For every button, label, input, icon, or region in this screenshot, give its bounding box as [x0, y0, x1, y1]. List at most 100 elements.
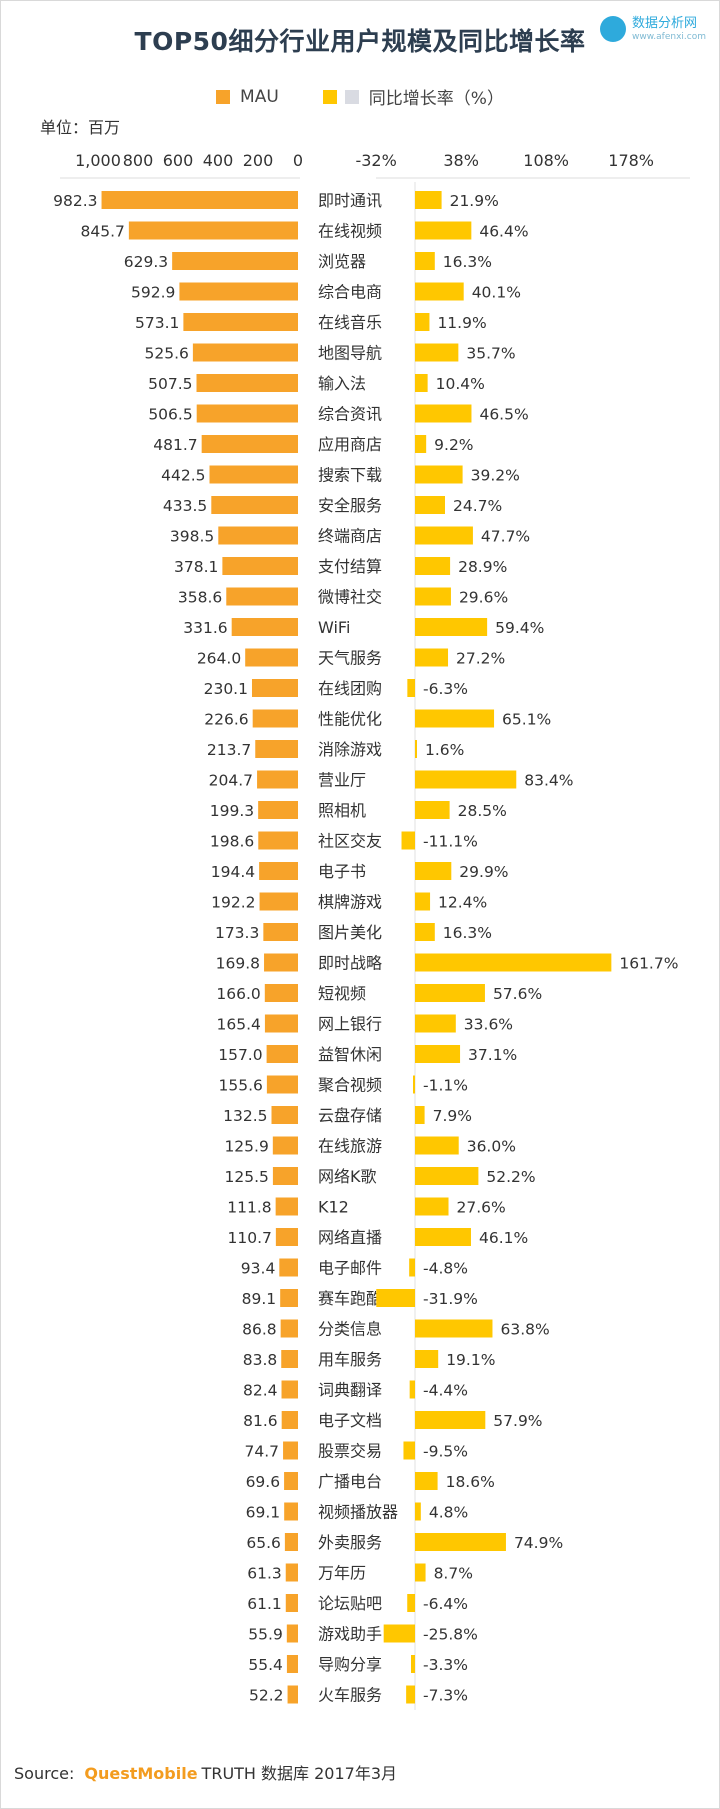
- mau-bar: [281, 1350, 298, 1368]
- mau-value-label: 69.1: [246, 1504, 281, 1522]
- mau-value-label: 81.6: [243, 1412, 278, 1430]
- mau-bar: [283, 1441, 298, 1460]
- growth-bar: [407, 1594, 415, 1612]
- legend-swatch-mau: [216, 89, 231, 104]
- growth-value-label: -9.5%: [423, 1443, 468, 1461]
- mau-bar: [281, 1411, 298, 1429]
- mau-value-label: 155.6: [219, 1077, 263, 1095]
- mau-bar: [252, 709, 298, 728]
- growth-bar: [415, 740, 417, 758]
- category-label: 应用商店: [318, 435, 382, 454]
- mau-bar: [280, 1289, 298, 1307]
- mau-bar: [286, 1655, 298, 1673]
- growth-value-label: 47.7%: [481, 528, 530, 546]
- watermark-name: 数据分析网: [632, 15, 698, 31]
- category-label: 分类信息: [318, 1320, 382, 1339]
- mau-bar: [257, 770, 298, 789]
- mau-value-label: 61.1: [247, 1595, 282, 1613]
- mau-bar: [264, 953, 298, 972]
- growth-bar: [403, 1441, 415, 1460]
- growth-bar: [415, 1472, 438, 1490]
- legend-label-mau: MAU: [240, 86, 279, 107]
- mau-value-label: 481.7: [153, 436, 197, 454]
- mau-bar: [287, 1685, 298, 1704]
- left-axis-tick: 600: [163, 151, 194, 170]
- growth-value-label: -6.3%: [423, 680, 468, 698]
- category-label: 在线旅游: [318, 1137, 382, 1156]
- growth-value-label: 21.9%: [450, 192, 499, 210]
- growth-bar: [415, 282, 464, 301]
- mau-value-label: 173.3: [215, 924, 259, 942]
- growth-bar: [376, 1289, 415, 1307]
- source-prefix: Source:: [14, 1764, 75, 1783]
- mau-value-label: 55.9: [248, 1626, 283, 1644]
- mau-bar: [222, 557, 298, 575]
- growth-value-label: -25.8%: [423, 1626, 478, 1644]
- mau-bar: [128, 221, 298, 240]
- mau-bar: [264, 1014, 298, 1033]
- source-brand: QuestMobile: [84, 1764, 198, 1783]
- growth-bar: [415, 1350, 439, 1368]
- category-label: 短视频: [318, 984, 366, 1003]
- category-label: 股票交易: [318, 1442, 382, 1461]
- category-label: 地图导航: [318, 344, 382, 363]
- mau-bar: [275, 1228, 298, 1246]
- growth-value-label: -4.4%: [423, 1382, 468, 1400]
- category-label: 棋牌游戏: [318, 893, 382, 912]
- category-label: 浏览器: [318, 252, 366, 271]
- left-axis-tick: 400: [203, 151, 234, 170]
- watermark-url: www.afenxi.com: [632, 31, 706, 42]
- mau-value-label: 93.4: [241, 1260, 276, 1278]
- mau-value-label: 592.9: [131, 284, 175, 302]
- mau-value-label: 213.7: [207, 741, 251, 759]
- category-label: 在线团购: [318, 679, 382, 698]
- mau-value-label: 199.3: [210, 802, 254, 820]
- growth-bar: [415, 343, 459, 362]
- mau-bar: [286, 1624, 298, 1643]
- growth-value-label: 7.9%: [433, 1107, 472, 1125]
- growth-bar: [415, 1136, 459, 1155]
- growth-value-label: 9.2%: [434, 436, 473, 454]
- category-label: 赛车跑酷: [318, 1289, 382, 1308]
- growth-bar: [415, 1167, 479, 1185]
- mau-bar: [285, 1563, 298, 1582]
- category-label: 在线视频: [318, 222, 382, 241]
- category-label: 电子文档: [318, 1411, 382, 1430]
- mau-bar: [284, 1472, 298, 1490]
- mau-value-label: 204.7: [209, 772, 253, 790]
- category-label: 天气服务: [318, 649, 382, 668]
- mau-bar: [263, 923, 298, 941]
- growth-value-label: 24.7%: [453, 497, 502, 515]
- category-label: 网络直播: [318, 1228, 382, 1247]
- growth-value-label: 16.3%: [443, 924, 492, 942]
- right-axis-tick: -32%: [355, 151, 396, 170]
- growth-bar: [415, 1228, 471, 1246]
- category-label: 即时战略: [318, 954, 382, 973]
- growth-value-label: 33.6%: [464, 1016, 513, 1034]
- mau-bar: [231, 618, 298, 636]
- legend-item-growth: 同比增长率（%）: [322, 84, 504, 109]
- left-axis-tick: 1,000: [75, 151, 121, 170]
- right-axis-tick: 178%: [608, 151, 654, 170]
- category-label: 性能优化: [318, 710, 382, 729]
- mau-bar: [196, 374, 298, 392]
- mau-bar: [226, 587, 298, 606]
- mau-value-label: 74.7: [245, 1443, 280, 1461]
- category-label: 万年历: [318, 1564, 366, 1583]
- mau-value-label: 69.6: [246, 1473, 281, 1491]
- growth-bar: [407, 679, 415, 697]
- growth-value-label: 10.4%: [436, 375, 485, 393]
- left-axis-tick: 800: [123, 151, 154, 170]
- mau-bar: [266, 1045, 298, 1063]
- growth-bar: [406, 1685, 415, 1704]
- mau-value-label: 507.5: [148, 375, 192, 393]
- category-label: 微博社交: [318, 588, 382, 607]
- category-label: 外卖服务: [318, 1533, 382, 1552]
- category-label: 图片美化: [318, 923, 382, 942]
- mau-value-label: 230.1: [204, 680, 248, 698]
- category-label: 火车服务: [318, 1686, 382, 1705]
- growth-bar: [415, 984, 485, 1002]
- category-label: 电子邮件: [318, 1259, 382, 1278]
- growth-bar: [415, 862, 452, 880]
- watermark: 数据分析网 www.afenxi.com: [600, 16, 706, 42]
